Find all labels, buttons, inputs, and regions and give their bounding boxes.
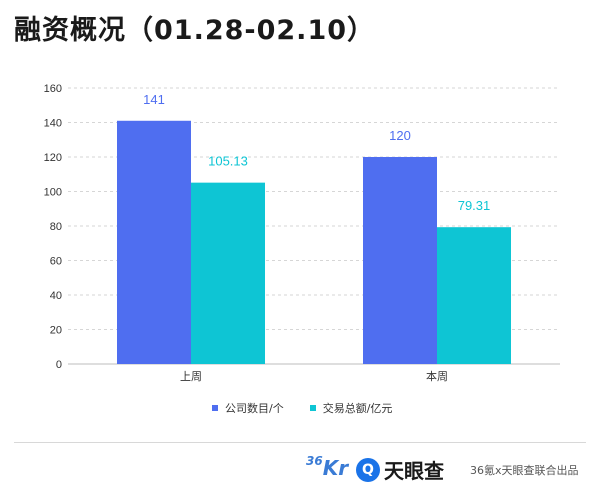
data-label: 141 <box>143 92 165 107</box>
y-axis-ticks: 0 20 40 60 80 100 120 140 160 <box>44 83 62 371</box>
legend-swatch-amount <box>309 405 316 411</box>
data-label: 105.13 <box>208 154 248 169</box>
y-tick-label: 80 <box>50 221 62 233</box>
legend-item-amount: 交易总额/亿元 <box>309 400 393 416</box>
y-tick-label: 100 <box>44 187 62 199</box>
legend: 公司数目/个 交易总额/亿元 <box>212 400 392 416</box>
36kr-logo: 36Kr <box>306 454 349 480</box>
x-tick-label: 上周 <box>180 370 202 383</box>
data-labels: 141 105.13 120 79.31 <box>143 92 490 213</box>
y-tick-label: 20 <box>50 325 62 337</box>
data-label: 120 <box>389 128 411 143</box>
footer-divider <box>14 442 586 443</box>
legend-label-amount: 交易总额/亿元 <box>322 402 393 415</box>
bars <box>117 120 511 365</box>
y-tick-label: 0 <box>56 359 62 371</box>
page-title: 融资概况（01.28-02.10） <box>14 15 376 46</box>
y-tick-label: 120 <box>44 152 62 164</box>
credit-text: 36氪x天眼查联合出品 <box>470 464 579 477</box>
tianyancha-logo-text: 天眼查 <box>384 459 444 483</box>
x-axis-ticks: 上周 本周 <box>180 369 448 383</box>
x-tick-label: 本周 <box>426 369 448 383</box>
bar-companies <box>363 157 437 364</box>
y-tick-label: 60 <box>50 256 62 268</box>
footer: 36Kr Q 天眼查 36氪x天眼查联合出品 <box>0 454 600 484</box>
legend-label-companies: 公司数目/个 <box>225 402 284 415</box>
bar-companies <box>117 120 191 365</box>
tianyancha-logo: Q 天眼查 <box>356 455 444 484</box>
legend-swatch-companies <box>212 405 218 411</box>
bar-amount <box>437 227 511 364</box>
y-tick-label: 140 <box>44 118 62 130</box>
data-label: 79.31 <box>458 198 491 213</box>
y-tick-label: 40 <box>50 290 62 302</box>
bar-amount <box>191 182 265 364</box>
tianyancha-mark-icon: Q <box>356 457 380 482</box>
legend-item-companies: 公司数目/个 <box>212 400 284 416</box>
y-tick-label: 160 <box>44 83 62 95</box>
